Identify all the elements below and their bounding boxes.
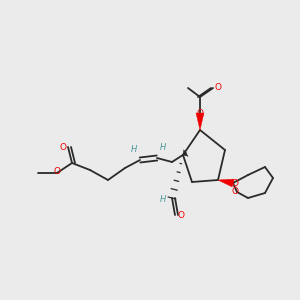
Text: O: O: [59, 142, 67, 152]
Text: O: O: [53, 167, 61, 176]
Text: O: O: [196, 109, 203, 118]
Polygon shape: [196, 113, 204, 130]
Text: H: H: [160, 142, 166, 152]
Text: O: O: [232, 187, 238, 196]
Polygon shape: [218, 179, 234, 187]
Text: H: H: [131, 145, 137, 154]
Text: O: O: [178, 211, 184, 220]
Polygon shape: [183, 150, 188, 156]
Text: H: H: [160, 196, 166, 205]
Text: O: O: [214, 83, 221, 92]
Text: O: O: [232, 178, 238, 188]
